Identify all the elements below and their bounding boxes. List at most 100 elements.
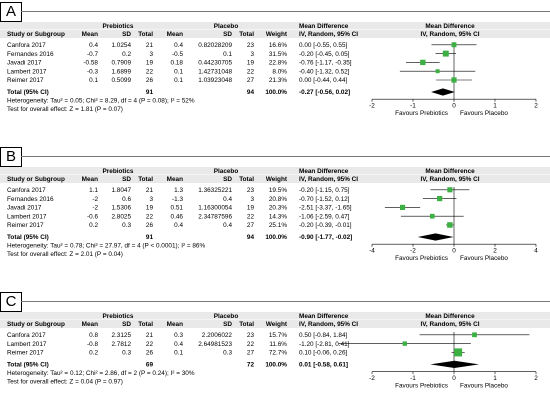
sd-left: 2.7812 — [111, 341, 131, 348]
mean-right: 0.3 — [174, 332, 183, 339]
md-ci-value: -1.06 [-2.59, 0.47] — [299, 213, 350, 220]
total-left: 26 — [146, 77, 154, 84]
mean-right: -1.3 — [172, 196, 183, 203]
sd-right: 0.44230705 — [198, 60, 232, 67]
total-md-ci: -0.27 [-0.56, 0.02] — [299, 89, 350, 96]
md-ci-value: -0.76 [-1.17, -0.35] — [299, 60, 352, 67]
sd-left: 2.3125 — [111, 332, 131, 339]
study-row: Lambert 2017 -0.8 2.7812 22 0.4 2.64981523 22 1… — [7, 341, 471, 348]
study-row: Lambert 2017 -0.6 2.8025 22 0.46 2.34787596 22… — [7, 213, 464, 220]
forest-plot-a: Prebiotics Placebo Mean Difference Mean Dif… — [0, 22, 550, 117]
mean-left: -0.6 — [87, 213, 98, 220]
x-tick-label: -1 — [410, 103, 416, 110]
weight-value: 14.3% — [269, 213, 287, 220]
total-header-left: Total — [138, 321, 153, 328]
weight-value: 25.1% — [269, 222, 287, 229]
group-label-left: Prebiotics — [103, 23, 134, 30]
mean-header-left: Mean — [82, 321, 98, 328]
sd-right: 1.03923048 — [198, 77, 232, 84]
header-band-top — [0, 312, 550, 320]
effect-square — [420, 59, 426, 66]
panel-label: A — [0, 2, 22, 22]
sd-right: 0.82028209 — [198, 42, 232, 49]
overall-effect-text: Test for overall effect: Z = 2.01 (P = 0… — [7, 251, 123, 258]
panel-label-bar: C — [0, 292, 550, 312]
header-band-bottom — [0, 30, 550, 38]
sd-left: 0.6 — [122, 196, 131, 203]
total-row: Total (95% CI) 69 72 100.0% 0.01 [-0.58, 0.6… — [7, 360, 480, 369]
weight-value: 15.7% — [269, 332, 287, 339]
study-row: Reimer 2017 0.2 0.3 26 0.4 0.4 27 25.1% -0.20 [-… — [7, 222, 454, 229]
md-ci-value: -0.20 [-0.39, -0.01] — [299, 222, 352, 229]
mean-header-right: Mean — [167, 176, 183, 183]
study-row: Canfora 2017 0.4 1.0254 21 0.4 0.82028209 23 16… — [7, 42, 477, 49]
mean-right: 0.1 — [174, 68, 183, 75]
mean-right: 0.46 — [171, 213, 184, 220]
sd-left: 0.7909 — [111, 60, 131, 67]
sd-header-right: SD — [223, 176, 232, 183]
study-header: Study or Subgroup — [7, 321, 65, 328]
effect-square — [447, 187, 453, 193]
study-name: Lambert 2017 — [7, 341, 47, 348]
overall-effect-text: Test for overall effect: Z = 0.04 (P = 0… — [7, 379, 123, 386]
weight-value: 31.5% — [269, 51, 287, 58]
study-row: Javadi 2017 -0.58 0.7909 19 0.18 0.44230705 19… — [7, 60, 440, 67]
total-left: 22 — [146, 341, 154, 348]
x-tick-label: 2 — [534, 375, 538, 382]
weight-header: Weight — [266, 31, 288, 38]
total-left: 21 — [146, 42, 154, 49]
total-header-left: Total — [138, 176, 153, 183]
study-name: Fernandes 2016 — [7, 51, 54, 58]
study-row: Reimer 2017 0.1 0.5099 26 0.1 1.03923048 27 21.… — [7, 77, 473, 84]
total-row: Total (95% CI) 91 94 100.0% -0.27 [-0.56, 0.… — [7, 88, 455, 96]
total-label: Total (95% CI) — [7, 362, 49, 369]
total-left: 21 — [146, 332, 154, 339]
header-band-bottom — [0, 175, 550, 183]
total-right: 27 — [247, 350, 255, 357]
md-header-title: Mean Difference — [299, 168, 349, 175]
mean-right: 0.4 — [174, 341, 183, 348]
md-ci-value: -1.20 [-2.81, 0.41] — [299, 341, 350, 348]
total-header-left: Total — [138, 31, 153, 38]
mean-right: 0.1 — [174, 77, 183, 84]
md-ci-value: 0.00 [-0.44, 0.44] — [299, 77, 348, 84]
mean-right: -0.5 — [172, 51, 183, 58]
favours-left-label: Favours Prebiotics — [395, 255, 448, 262]
total-right: 3 — [250, 51, 254, 58]
total-weight: 100.0% — [265, 234, 287, 241]
weight-value: 20.8% — [269, 196, 287, 203]
total-left: 19 — [146, 60, 154, 67]
study-name: Reimer 2017 — [7, 77, 44, 84]
sd-left: 1.5306 — [111, 205, 131, 212]
total-label: Total (95% CI) — [7, 234, 49, 241]
x-tick-label: 0 — [452, 103, 456, 110]
total-n-right: 72 — [247, 362, 255, 369]
panel-divider — [21, 156, 550, 157]
md-plot-header-title: Mean Difference — [425, 313, 475, 320]
study-name: Canfora 2017 — [7, 42, 46, 49]
md-ci-value: -0.20 [-0.45, 0.05] — [299, 51, 350, 58]
sd-header-right: SD — [223, 321, 232, 328]
panel-label-bar: B — [0, 147, 550, 167]
weight-value: 8.0% — [272, 68, 287, 75]
md-ci-value: -2.51 [-3.37, -1.65] — [299, 205, 352, 212]
sd-left: 1.8047 — [111, 187, 131, 194]
favours-right-label: Favours Placebo — [460, 110, 508, 117]
total-n-right: 94 — [247, 234, 255, 241]
panel-divider — [21, 11, 550, 12]
md-plot-header-method: IV, Random, 95% CI — [420, 31, 479, 38]
total-left: 22 — [146, 68, 154, 75]
md-ci-value: 0.10 [-0.06, 0.26] — [299, 350, 348, 357]
favours-left-label: Favours Prebiotics — [395, 110, 448, 117]
favours-right-label: Favours Placebo — [460, 255, 508, 262]
study-name: Lambert 2017 — [7, 213, 47, 220]
weight-value: 11.6% — [269, 341, 287, 348]
mean-right: 0.18 — [171, 60, 184, 67]
header-band-bottom — [0, 320, 550, 328]
total-right: 19 — [247, 60, 255, 67]
md-header-method: IV, Random, 95% CI — [299, 321, 358, 328]
summary-diamond — [430, 360, 480, 368]
heterogeneity-text: Heterogeneity: Tau² = 0.12; Chi² = 2.86,… — [7, 370, 195, 377]
mean-left: -2 — [92, 196, 98, 203]
total-left: 19 — [146, 205, 154, 212]
